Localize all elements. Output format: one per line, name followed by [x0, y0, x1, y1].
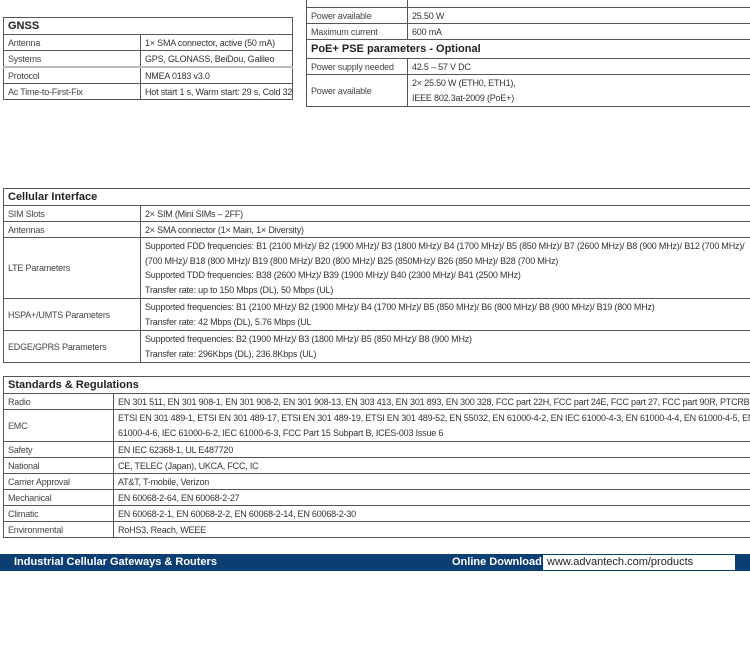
table-row: HSPA+/UMTS Parameters Supported frequenci…	[3, 298, 750, 331]
value-line: EN IEC 62368-1, UL E487720	[118, 444, 234, 455]
row-label: Antennas	[3, 221, 141, 238]
row-value: CE, TELEC (Japan), UKCA, FCC, IC	[113, 457, 750, 474]
row-value: 25.50 W	[407, 7, 750, 24]
table-row: EMC ETSI EN 301 489-1, ETSI EN 301 489-17…	[3, 409, 750, 442]
table-row: Power supply needed 42.5 – 57 V DC	[306, 58, 750, 75]
table-row: Power available 2× 25.50 W (ETH0, ETH1), I…	[306, 74, 750, 107]
table-row: Ac Time-to-First-Fix Hot start 1 s, Warm …	[3, 83, 293, 100]
table-row: Climatic EN 60068-2-1, EN 60068-2-2, EN 6…	[3, 505, 750, 522]
value-line: Transfer rate: 42 Mbps (DL), 5.76 Mbps (…	[145, 316, 312, 327]
value-line: CE, TELEC (Japan), UKCA, FCC, IC	[118, 460, 259, 471]
value-line: RoHS3, Reach, WEEE	[118, 524, 206, 535]
cellular-title: Cellular Interface	[3, 188, 750, 206]
value-line: (700 MHz)/ B18 (800 MHz)/ B19 (800 MHz)/…	[145, 255, 559, 266]
table-row: Carrier Approval AT&T, T-mobile, Verizon	[3, 473, 750, 490]
table-row: Antennas 2× SMA connector (1× Main, 1× Di…	[3, 221, 750, 238]
row-label: HSPA+/UMTS Parameters	[3, 298, 141, 331]
table-row: Environmental RoHS3, Reach, WEEE	[3, 521, 750, 538]
value-line: 2× 25.50 W (ETH0, ETH1),	[412, 78, 516, 88]
row-value: EN 60068-2-1, EN 60068-2-2, EN 60068-2-1…	[113, 505, 750, 522]
row-label: Power supply needed	[306, 58, 408, 75]
value-line: ETSI EN 301 489-1, ETSI EN 301 489-17, E…	[118, 413, 750, 423]
value-line: AT&T, T-mobile, Verizon	[118, 476, 210, 487]
table-row: Mechanical EN 60068-2-64, EN 60068-2-27	[3, 489, 750, 506]
row-value: 2× 25.50 W (ETH0, ETH1), IEEE 802.3at-200…	[407, 74, 750, 107]
row-label: Ac Time-to-First-Fix	[3, 83, 141, 100]
table-row: Systems GPS, GLONASS, BeiDou, Galileo	[3, 50, 293, 68]
row-value: RoHS3, Reach, WEEE	[113, 521, 750, 538]
table-row: National CE, TELEC (Japan), UKCA, FCC, IC	[3, 457, 750, 474]
table-row: SIM Slots 2× SIM (Mini SIMs – 2FF)	[3, 205, 750, 222]
row-value: EN IEC 62368-1, UL E487720	[113, 441, 750, 458]
row-value: Hot start 1 s, Warm start: 29 s, Cold 32…	[140, 83, 293, 100]
row-value: 600 mA	[407, 23, 750, 40]
row-value: 2× SMA connector (1× Main, 1× Diversity)	[140, 221, 750, 238]
poe-table: Power available 25.50 W Maximum current 60…	[306, 0, 750, 107]
cellular-table: Cellular Interface SIM Slots 2× SIM (Mini…	[3, 188, 750, 363]
table-row: Radio EN 301 511, EN 301 908-1, EN 301 90…	[3, 393, 750, 410]
value-line: Transfer rate: 296Kbps (DL), 236.8Kbps (…	[145, 348, 317, 359]
standards-title: Standards & Regulations	[3, 376, 750, 394]
table-row: LTE Parameters Supported FDD frequencies:…	[3, 237, 750, 299]
poe-pse-title: PoE+ PSE parameters - Optional	[306, 39, 750, 59]
row-label: National	[3, 457, 114, 474]
table-row: EDGE/GPRS Parameters Supported frequencie…	[3, 330, 750, 363]
row-value: NMEA 0183 v3.0	[140, 66, 293, 84]
row-value	[407, 0, 750, 8]
row-value: Supported frequencies: B2 (1900 MHz)/ B3…	[140, 330, 750, 363]
row-label: Carrier Approval	[3, 473, 114, 490]
online-download-label: Online Download	[452, 556, 542, 568]
value-line: EN 60068-2-64, EN 60068-2-27	[118, 492, 240, 503]
row-value: Supported FDD frequencies: B1 (2100 MHz)…	[140, 237, 750, 299]
table-row: Protocol NMEA 0183 v3.0	[3, 66, 293, 84]
row-value: GPS, GLONASS, BeiDou, Galileo	[140, 50, 293, 68]
row-value: AT&T, T-mobile, Verizon	[113, 473, 750, 490]
footer-bar: Industrial Cellular Gateways & Routers O…	[0, 554, 750, 571]
row-value: 1× SMA connector, active (50 mA)	[140, 34, 293, 51]
row-label: EDGE/GPRS Parameters	[3, 330, 141, 363]
value-line: Supported frequencies: B2 (1900 MHz)/ B3…	[145, 334, 472, 344]
row-label: EMC	[3, 409, 114, 442]
row-label: Protocol	[3, 66, 141, 84]
download-url-link[interactable]: www.advantech.com/products	[543, 555, 735, 570]
value-line: 61000-4-6, IEC 61000-6-2, IEC 61000-6-3,…	[118, 427, 444, 438]
row-label: Maximum current	[306, 23, 408, 40]
row-label: Radio	[3, 393, 114, 410]
value-line: Supported TDD frequencies: B38 (2600 MHz…	[145, 270, 521, 280]
value-line: IEEE 802.3at-2009 (PoE+)	[412, 92, 515, 103]
row-label: SIM Slots	[3, 205, 141, 222]
row-label: LTE Parameters	[3, 237, 141, 299]
footer-title: Industrial Cellular Gateways & Routers	[14, 556, 217, 568]
value-line: 2× SIM (Mini SIMs – 2FF)	[145, 208, 243, 219]
value-line: 2× SMA connector (1× Main, 1× Diversity)	[145, 224, 304, 235]
value-line: EN 60068-2-1, EN 60068-2-2, EN 60068-2-1…	[118, 508, 356, 519]
row-label: Environmental	[3, 521, 114, 538]
row-label: Safety	[3, 441, 114, 458]
row-label: Antenna	[3, 34, 141, 51]
table-row: Power available 25.50 W	[306, 7, 750, 24]
row-value: EN 60068-2-64, EN 60068-2-27	[113, 489, 750, 506]
row-label: Power available	[306, 74, 408, 107]
table-row: Maximum current 600 mA	[306, 23, 750, 40]
value-line: EN 301 511, EN 301 908-1, EN 301 908-2, …	[118, 396, 750, 407]
value-line: Supported frequencies: B1 (2100 MHz)/ B2…	[145, 302, 655, 312]
row-label: Mechanical	[3, 489, 114, 506]
table-row: Antenna 1× SMA connector, active (50 mA)	[3, 34, 293, 51]
gnss-title: GNSS	[3, 17, 293, 35]
row-value: 2× SIM (Mini SIMs – 2FF)	[140, 205, 750, 222]
row-value: 42.5 – 57 V DC	[407, 58, 750, 75]
row-value: EN 301 511, EN 301 908-1, EN 301 908-2, …	[113, 393, 750, 410]
row-value: Supported frequencies: B1 (2100 MHz)/ B2…	[140, 298, 750, 331]
value-line: Supported FDD frequencies: B1 (2100 MHz)…	[145, 241, 745, 251]
row-label: Climatic	[3, 505, 114, 522]
standards-table: Standards & Regulations Radio EN 301 511,…	[3, 376, 750, 538]
value-line: Transfer rate: up to 150 Mbps (DL), 50 M…	[145, 284, 334, 295]
table-row: Safety EN IEC 62368-1, UL E487720	[3, 441, 750, 458]
row-label	[306, 0, 408, 8]
row-label: Power available	[306, 7, 408, 24]
row-value: ETSI EN 301 489-1, ETSI EN 301 489-17, E…	[113, 409, 750, 442]
gnss-table: GNSS Antenna 1× SMA connector, active (50…	[3, 17, 293, 100]
row-label: Systems	[3, 50, 141, 68]
